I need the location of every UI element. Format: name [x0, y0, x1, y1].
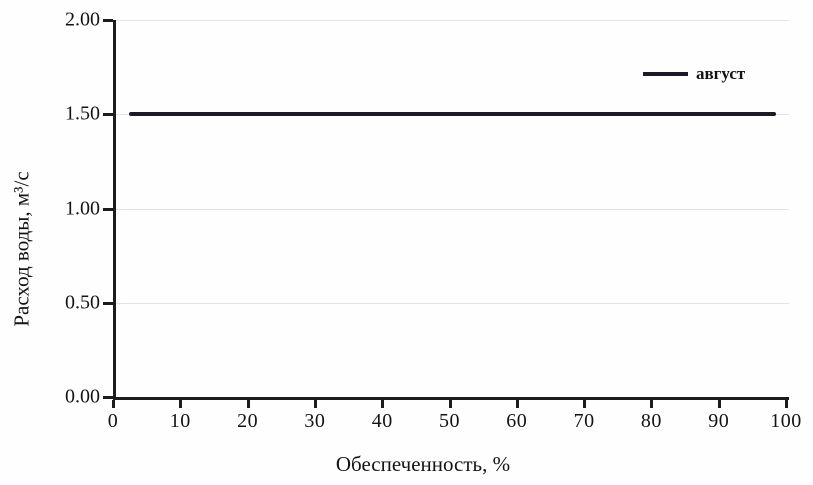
gridline-y-0.50	[116, 302, 789, 304]
x-tick-label-10: 10	[169, 410, 191, 432]
y-tick-label-1.50: 1.50	[65, 102, 100, 125]
series-line-август	[129, 112, 776, 117]
y-tick-label-2.00: 2.00	[65, 8, 100, 31]
legend-line-sample-august	[643, 72, 688, 76]
x-tick-label-30: 30	[304, 410, 326, 432]
legend-label-august: август	[696, 64, 746, 83]
x-tick-label-50: 50	[439, 410, 460, 432]
x-tick-label-20: 20	[237, 410, 259, 432]
y-tick-2.00	[103, 19, 113, 22]
gridline-y-1.00	[116, 208, 789, 210]
y-tick-1.50	[103, 113, 113, 117]
x-tick-0	[112, 400, 115, 408]
x-tick-50	[448, 400, 452, 408]
y-tick-1.00	[103, 207, 113, 211]
x-tick-label-70: 70	[573, 410, 595, 432]
x-tick-30	[313, 400, 317, 408]
x-tick-label-60: 60	[506, 410, 528, 432]
y-tick-0.50	[103, 301, 113, 305]
x-tick-label-0: 0	[107, 410, 119, 432]
x-tick-70	[583, 400, 587, 408]
x-tick-40	[381, 400, 385, 408]
x-tick-label-80: 80	[640, 410, 662, 432]
y-tick-label-0.50: 0.50	[65, 291, 100, 314]
x-tick-90	[717, 400, 721, 408]
x-tick-10	[179, 400, 183, 408]
gridline-y-2.00	[116, 20, 789, 21]
x-axis-title: Обеспеченность, %	[335, 452, 511, 476]
y-axis-title: Расход воды, м³/с	[9, 171, 34, 327]
x-tick-20	[246, 400, 250, 408]
y-tick-label-1.00: 1.00	[65, 197, 100, 219]
x-tick-60	[515, 400, 519, 408]
legend: август	[643, 64, 745, 84]
x-tick-80	[650, 400, 654, 408]
x-tick-label-40: 40	[371, 410, 393, 432]
x-tick-label-100: 100	[770, 410, 802, 432]
y-tick-0.00	[103, 396, 113, 399]
y-tick-label-0.00: 0.00	[65, 385, 100, 408]
x-tick-label-90: 90	[708, 410, 730, 432]
x-tick-100	[785, 400, 788, 408]
plot-area	[113, 20, 789, 400]
